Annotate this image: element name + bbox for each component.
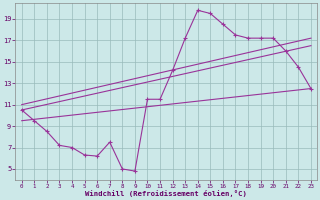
X-axis label: Windchill (Refroidissement éolien,°C): Windchill (Refroidissement éolien,°C) <box>85 190 247 197</box>
